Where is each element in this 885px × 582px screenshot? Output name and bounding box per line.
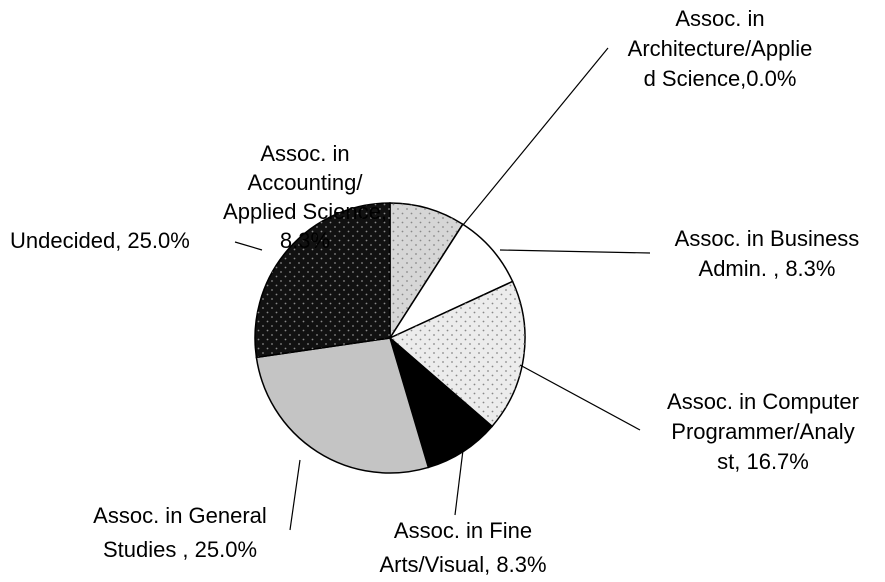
slice-label: Accounting/ <box>248 170 364 195</box>
leader-line <box>289 459 301 531</box>
slice-label: Admin. , 8.3% <box>699 256 836 281</box>
slice-label: 8.3% <box>280 228 330 253</box>
pie-slice <box>255 337 430 474</box>
leader-line <box>234 241 263 251</box>
slice-texture <box>390 203 463 338</box>
slice-label: st, 16.7% <box>717 449 809 474</box>
slice-label: Programmer/Analy <box>671 419 854 444</box>
slice-label: Assoc. in <box>675 6 764 31</box>
slice-label: Assoc. in Computer <box>667 389 859 414</box>
slice-label: Applied Science, <box>223 199 387 224</box>
slice-label: Undecided, 25.0% <box>10 228 190 253</box>
slice-label: d Science,0.0% <box>644 66 797 91</box>
slice-texture <box>390 281 525 427</box>
leader-line <box>519 364 641 431</box>
leader-line <box>454 449 464 516</box>
slice-label: Assoc. in Business <box>675 226 860 251</box>
slice-label: Assoc. in <box>260 141 349 166</box>
slice-texture <box>254 203 390 358</box>
slice-label: Assoc. in General <box>93 503 267 528</box>
slice-label: Assoc. in Fine <box>394 518 532 543</box>
slice-label: Architecture/Applie <box>628 36 813 61</box>
leader-line <box>499 249 651 254</box>
leader-line <box>462 47 609 226</box>
slice-label: Arts/Visual, 8.3% <box>379 552 546 577</box>
slice-label: Studies , 25.0% <box>103 537 257 562</box>
